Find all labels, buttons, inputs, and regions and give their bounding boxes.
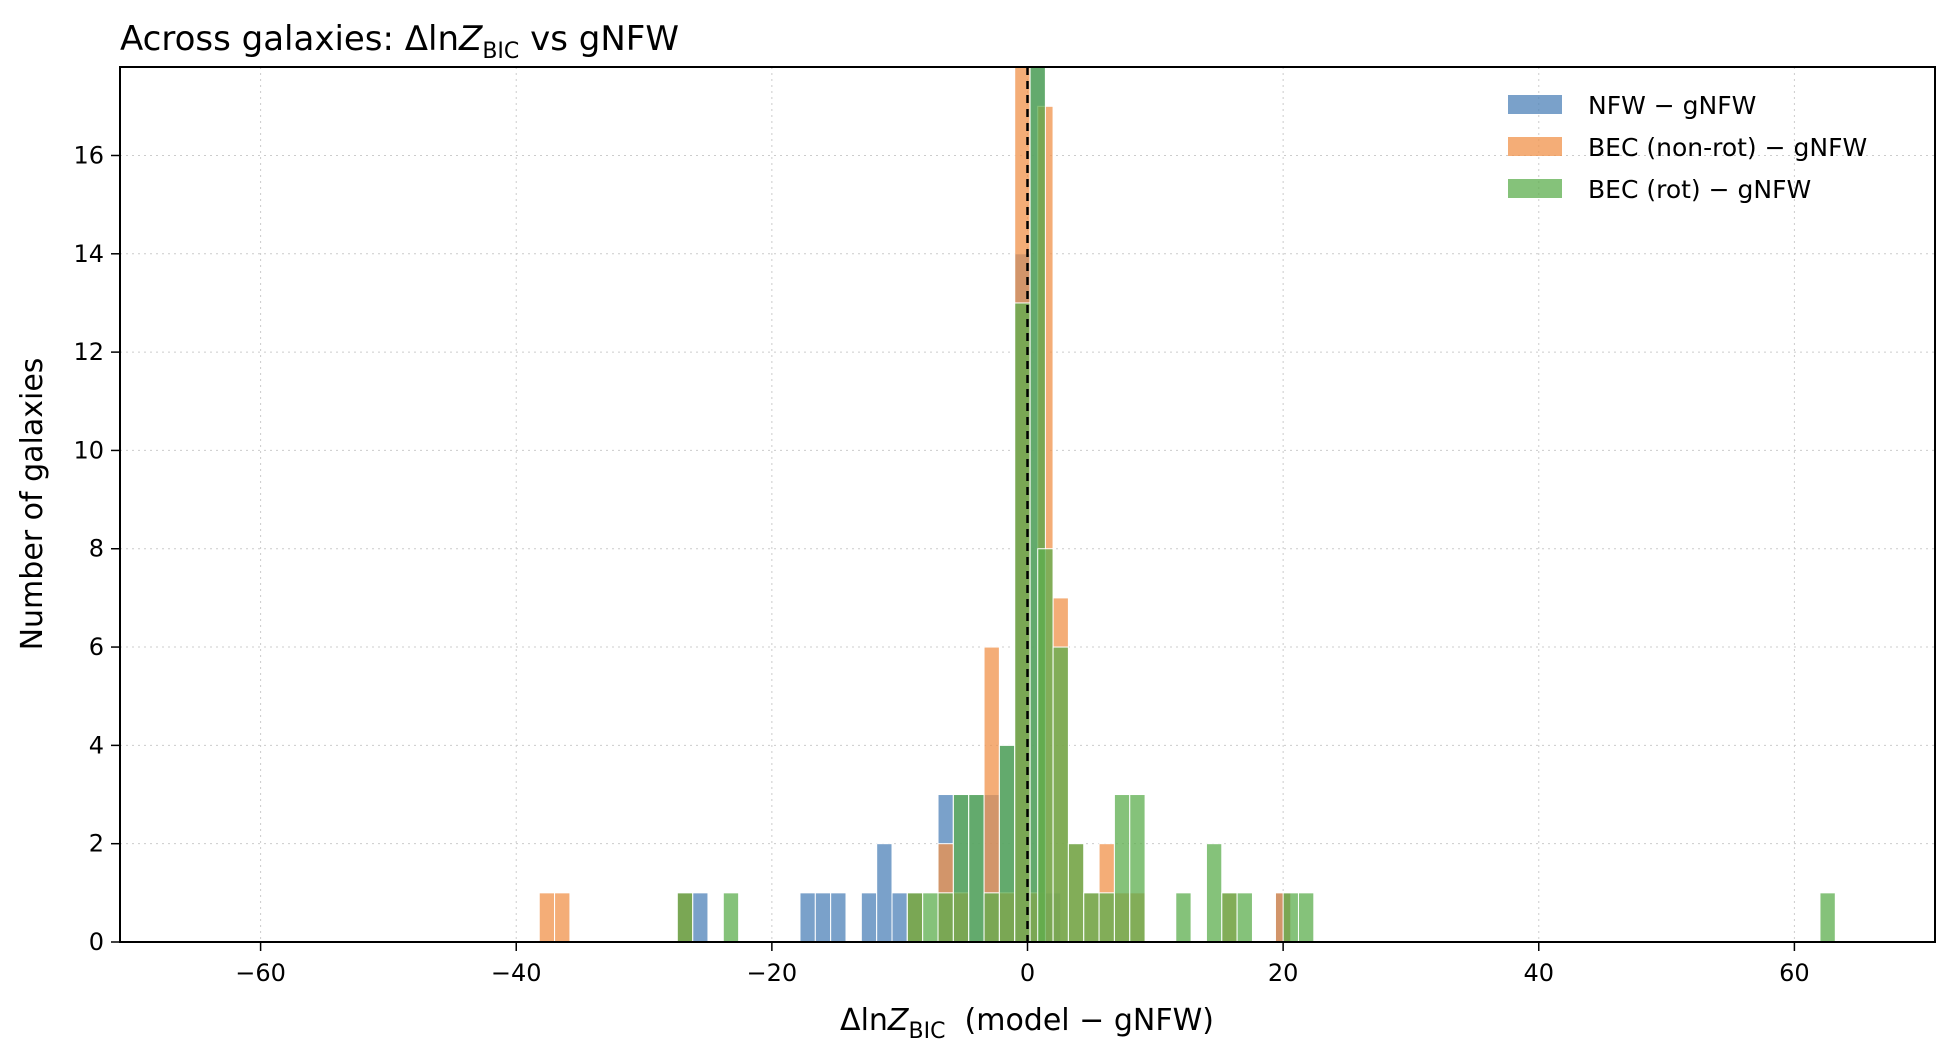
- histogram-bar: [1014, 302, 1031, 943]
- legend-label-nfw: NFW − gNFW: [1588, 91, 1756, 120]
- x-tick-label: −20: [747, 959, 798, 987]
- legend-swatch-bec-rot: [1508, 179, 1562, 198]
- histogram-bar: [906, 892, 924, 943]
- xlabel-main: Δln: [840, 1003, 888, 1038]
- histogram-bar: [1282, 892, 1299, 943]
- histogram-bar: [1129, 794, 1146, 943]
- histogram-bar: [1098, 892, 1115, 943]
- x-tick-label: 0: [1020, 959, 1035, 987]
- x-axis-label: ΔlnZBIC (model − gNFW): [840, 1003, 1214, 1044]
- histogram-bar: [830, 892, 847, 943]
- histogram-bar: [860, 892, 878, 943]
- y-tick-label: 12: [73, 338, 104, 366]
- histogram-bar: [1819, 892, 1836, 943]
- histogram-bar: [554, 892, 571, 943]
- x-tick-label: −60: [235, 959, 286, 987]
- histogram-bar: [814, 892, 832, 943]
- histogram-bar: [891, 892, 908, 943]
- histogram-bar: [799, 892, 816, 943]
- histogram-bar: [1113, 794, 1131, 943]
- xlabel-z: Z: [887, 1003, 910, 1038]
- chart-title: Across galaxies: ΔlnZBIC vs gNFW: [120, 19, 679, 64]
- legend-swatch-nfw: [1508, 95, 1562, 114]
- legend-label-bec-rot: BEC (rot) − gNFW: [1588, 175, 1811, 204]
- histogram-bar: [1221, 892, 1238, 943]
- x-tick-label: 60: [1779, 959, 1810, 987]
- histogram-bar: [983, 892, 1000, 943]
- histogram-bar: [1205, 843, 1223, 943]
- histogram-bar: [676, 892, 694, 943]
- histogram-bar: [937, 892, 954, 943]
- x-tick-label: 20: [1268, 959, 1299, 987]
- histogram-bar: [1052, 646, 1069, 943]
- histogram-bar: [952, 794, 970, 943]
- title-sub: BIC: [482, 39, 519, 64]
- title-main: Across galaxies: Δln: [120, 19, 459, 59]
- y-tick-label: 16: [73, 141, 104, 169]
- histogram-bar: [1175, 892, 1192, 943]
- histogram-bar: [1037, 548, 1054, 943]
- y-tick-label: 14: [73, 240, 104, 268]
- histogram-bar: [876, 843, 893, 943]
- series-2-bars: [676, 66, 1836, 943]
- histogram-bar: [692, 892, 709, 943]
- title-z: Z: [458, 19, 483, 59]
- x-tick-label: −40: [491, 959, 542, 987]
- y-axis-label: Number of galaxies: [15, 358, 50, 651]
- y-tick-label: 6: [89, 633, 104, 661]
- legend-label-bec-nonrot: BEC (non-rot) − gNFW: [1588, 133, 1867, 162]
- histogram-bar: [538, 892, 556, 943]
- histogram-bar: [722, 892, 740, 943]
- y-tick-label: 8: [89, 535, 104, 563]
- histogram-bar: [1297, 892, 1315, 943]
- histogram-bars: [538, 66, 1836, 943]
- title-tail: vs gNFW: [519, 19, 679, 59]
- x-tick-label: 40: [1523, 959, 1554, 987]
- legend: NFW − gNFW BEC (non-rot) − gNFW BEC (rot…: [1508, 91, 1867, 204]
- histogram-bar: [968, 794, 985, 943]
- x-axis-ticks: −60 −40 −20 0 20 40 60: [235, 942, 1810, 987]
- histogram-bar: [922, 892, 939, 943]
- xlabel-sub: BIC: [908, 1019, 945, 1044]
- y-axis-ticks: 0 2 4 6 8 10 12 14 16: [73, 141, 120, 956]
- histogram-bar: [998, 744, 1016, 943]
- y-tick-label: 2: [89, 830, 104, 858]
- y-tick-label: 10: [73, 436, 104, 464]
- histogram-bar: [1236, 892, 1253, 943]
- legend-swatch-bec-nonrot: [1508, 137, 1562, 156]
- y-tick-label: 0: [89, 928, 104, 956]
- xlabel-tail: (model − gNFW): [945, 1003, 1214, 1038]
- y-tick-label: 4: [89, 731, 104, 759]
- histogram-bar: [1083, 892, 1100, 943]
- histogram-bar: [1067, 843, 1085, 943]
